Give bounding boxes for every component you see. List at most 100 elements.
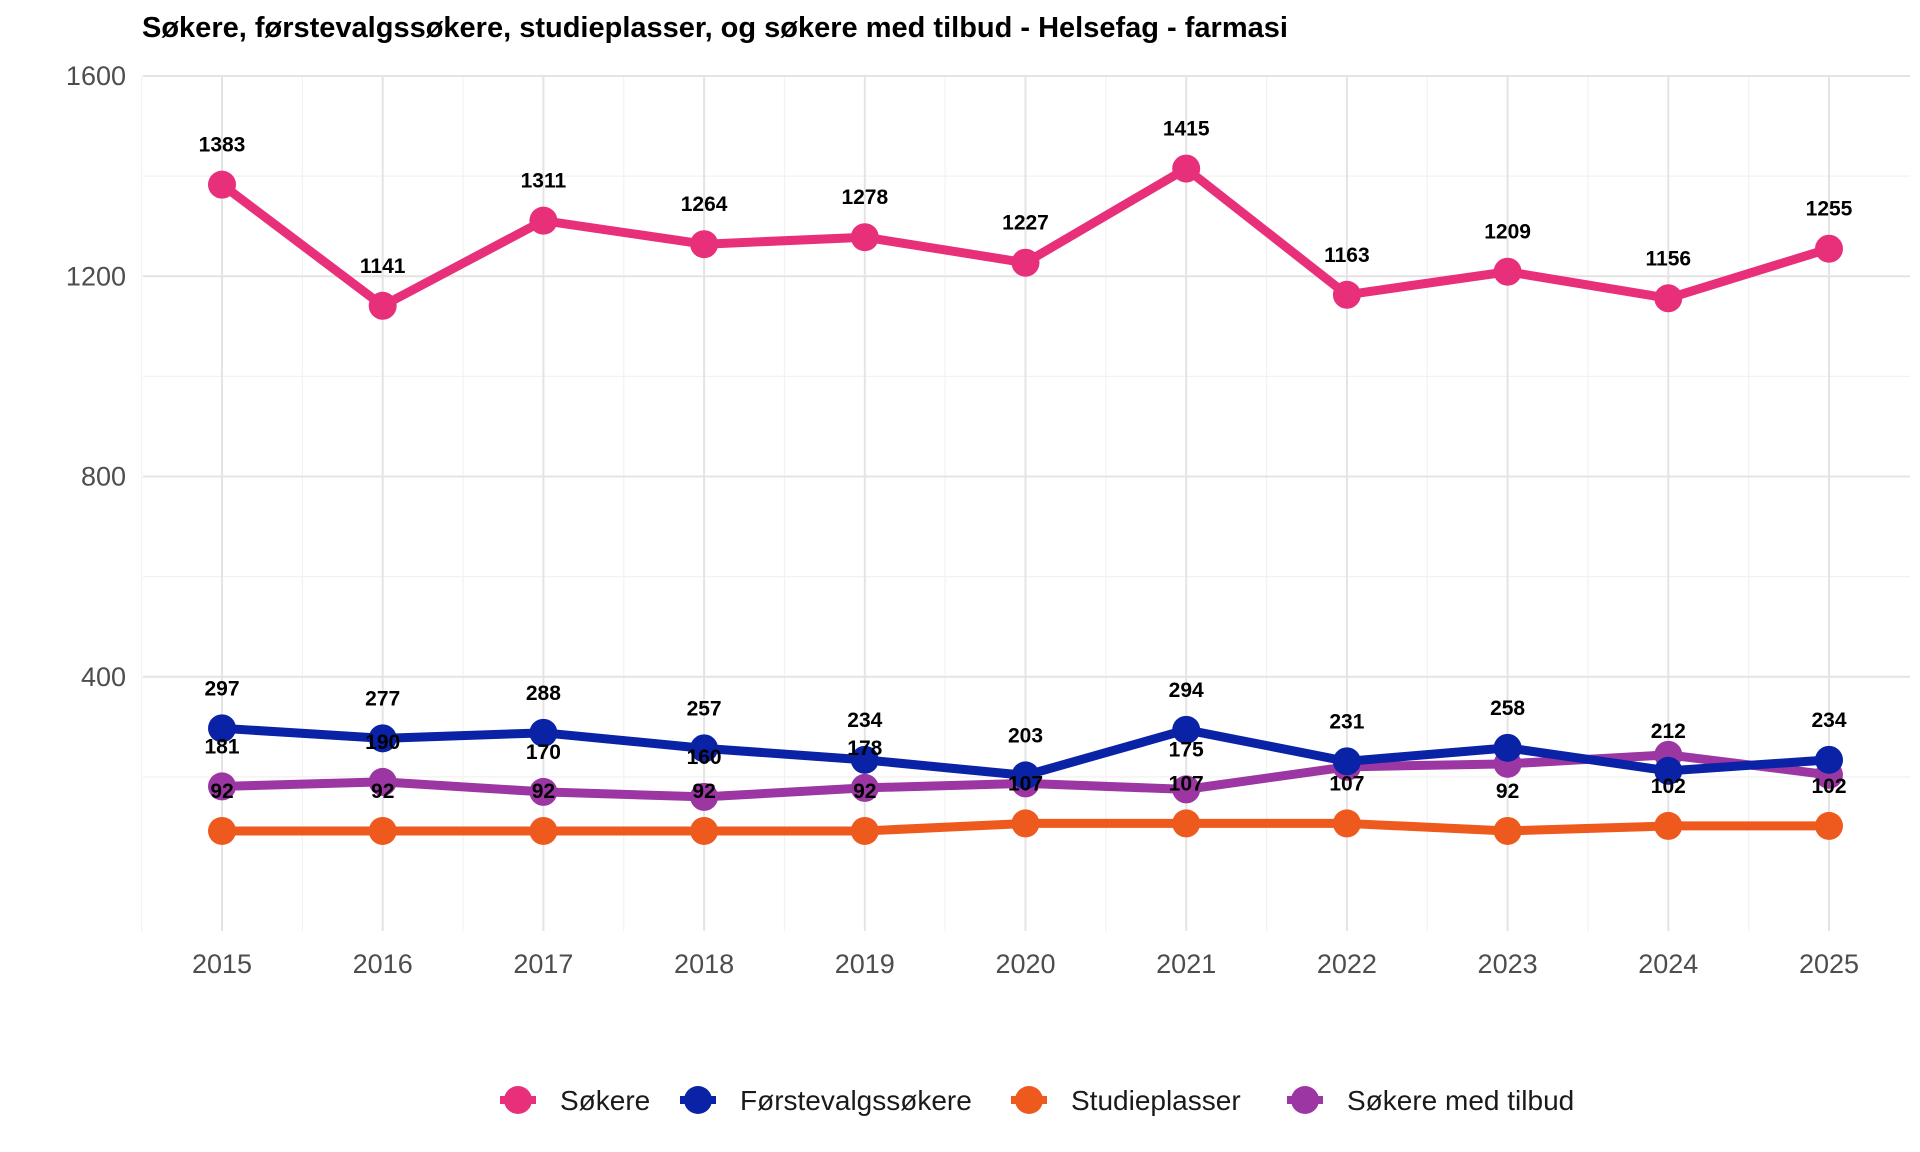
data-point bbox=[368, 816, 397, 845]
grid-major bbox=[143, 75, 1910, 931]
data-label: 1156 bbox=[1646, 247, 1692, 270]
data-point bbox=[368, 291, 397, 320]
data-label: 1311 bbox=[521, 170, 567, 193]
data-point bbox=[529, 718, 558, 747]
data-label: 92 bbox=[692, 780, 715, 803]
legend-label: Søkere med tilbud bbox=[1347, 1085, 1574, 1116]
x-tick-label: 2023 bbox=[1478, 949, 1538, 979]
data-label: 203 bbox=[1008, 724, 1043, 747]
x-tick-label: 2018 bbox=[674, 949, 734, 979]
y-tick-label: 1200 bbox=[66, 261, 126, 291]
data-point bbox=[529, 206, 558, 235]
data-point bbox=[850, 223, 879, 252]
x-tick-label: 2021 bbox=[1156, 949, 1216, 979]
data-label: 92 bbox=[532, 780, 555, 803]
x-tick-label: 2025 bbox=[1799, 949, 1859, 979]
data-point bbox=[1493, 257, 1522, 286]
data-point bbox=[368, 767, 397, 796]
y-tick-label: 1600 bbox=[66, 61, 126, 91]
x-tick-label: 2017 bbox=[513, 949, 573, 979]
data-labels: 1383 1141 1311 1264 1278 1227 1415 1163 1209 1156… bbox=[199, 118, 1853, 803]
legend-swatch-point bbox=[1291, 1086, 1319, 1114]
data-point bbox=[529, 777, 558, 806]
legend-label: Førstevalgssøkere bbox=[740, 1085, 972, 1116]
data-label: 160 bbox=[687, 746, 722, 769]
data-label: 107 bbox=[1329, 772, 1364, 795]
legend-label: Søkere bbox=[560, 1085, 650, 1116]
data-point bbox=[1654, 811, 1683, 840]
data-label: 170 bbox=[526, 741, 561, 764]
data-point bbox=[1815, 234, 1843, 263]
legend-swatch-point bbox=[684, 1086, 712, 1114]
data-label: 92 bbox=[853, 780, 876, 803]
data-label: 102 bbox=[1651, 775, 1686, 798]
data-point bbox=[1654, 756, 1683, 785]
legend-label: Studieplasser bbox=[1071, 1085, 1241, 1116]
data-label: 234 bbox=[1811, 709, 1846, 732]
data-point bbox=[850, 816, 879, 845]
data-point bbox=[529, 816, 558, 845]
y-tick-label: 400 bbox=[81, 662, 126, 692]
data-point bbox=[1011, 809, 1040, 838]
data-point bbox=[1493, 816, 1522, 845]
data-point bbox=[1332, 747, 1361, 776]
data-point bbox=[208, 772, 236, 801]
series-points bbox=[208, 154, 1843, 845]
data-label: 1209 bbox=[1484, 221, 1531, 244]
data-point bbox=[1011, 761, 1040, 790]
x-axis-ticks: 2015 2016 2017 2018 2019 2020 2021 2022 2023 2024… bbox=[192, 949, 1859, 979]
data-label: 288 bbox=[526, 682, 561, 705]
data-label: 1264 bbox=[681, 193, 728, 216]
data-point bbox=[368, 724, 397, 753]
data-label: 277 bbox=[365, 687, 400, 710]
data-point bbox=[1172, 154, 1201, 183]
data-point bbox=[1011, 248, 1040, 277]
data-label: 1415 bbox=[1163, 118, 1210, 141]
data-label: 92 bbox=[371, 780, 394, 803]
x-tick-label: 2020 bbox=[995, 949, 1055, 979]
data-label: 234 bbox=[847, 709, 882, 732]
data-label: 175 bbox=[1169, 738, 1204, 761]
x-tick-label: 2015 bbox=[192, 949, 252, 979]
data-point bbox=[208, 816, 236, 845]
data-point bbox=[1332, 280, 1361, 309]
data-point bbox=[850, 773, 879, 802]
data-point bbox=[1332, 809, 1361, 838]
data-label: 181 bbox=[204, 735, 239, 758]
data-point bbox=[690, 230, 719, 259]
data-label: 212 bbox=[1651, 720, 1686, 743]
data-point bbox=[1815, 811, 1843, 840]
x-tick-label: 2016 bbox=[353, 949, 413, 979]
x-tick-label: 2024 bbox=[1638, 949, 1698, 979]
data-label: 1227 bbox=[1002, 212, 1049, 235]
data-label: 231 bbox=[1329, 710, 1364, 733]
data-label: 1255 bbox=[1806, 198, 1853, 221]
data-label: 294 bbox=[1169, 679, 1204, 702]
data-label: 102 bbox=[1811, 775, 1846, 798]
x-tick-label: 2019 bbox=[835, 949, 895, 979]
y-tick-label: 800 bbox=[81, 462, 126, 492]
data-label: 178 bbox=[847, 737, 882, 760]
chart-title: Søkere, førstevalgssøkere, studieplasser… bbox=[142, 12, 1288, 44]
data-label: 297 bbox=[204, 677, 239, 700]
data-label: 258 bbox=[1490, 697, 1525, 720]
legend: Søkere Førstevalgssøkere Studieplasser Søke… bbox=[500, 1085, 1574, 1116]
data-point bbox=[1172, 809, 1201, 838]
data-label: 92 bbox=[210, 780, 233, 803]
data-label: 107 bbox=[1008, 772, 1043, 795]
data-point bbox=[690, 816, 719, 845]
data-point bbox=[1815, 745, 1843, 774]
y-axis-ticks: 400 800 1200 1600 bbox=[66, 61, 126, 692]
legend-swatch-point bbox=[1015, 1086, 1043, 1114]
data-label: 1278 bbox=[841, 186, 888, 209]
data-label: 190 bbox=[365, 731, 400, 754]
data-label: 1141 bbox=[360, 255, 406, 278]
data-point bbox=[850, 745, 879, 774]
data-point bbox=[1493, 733, 1522, 762]
data-point bbox=[690, 734, 719, 763]
x-tick-label: 2022 bbox=[1317, 949, 1377, 979]
data-label: 107 bbox=[1169, 772, 1204, 795]
data-label: 257 bbox=[687, 697, 722, 720]
